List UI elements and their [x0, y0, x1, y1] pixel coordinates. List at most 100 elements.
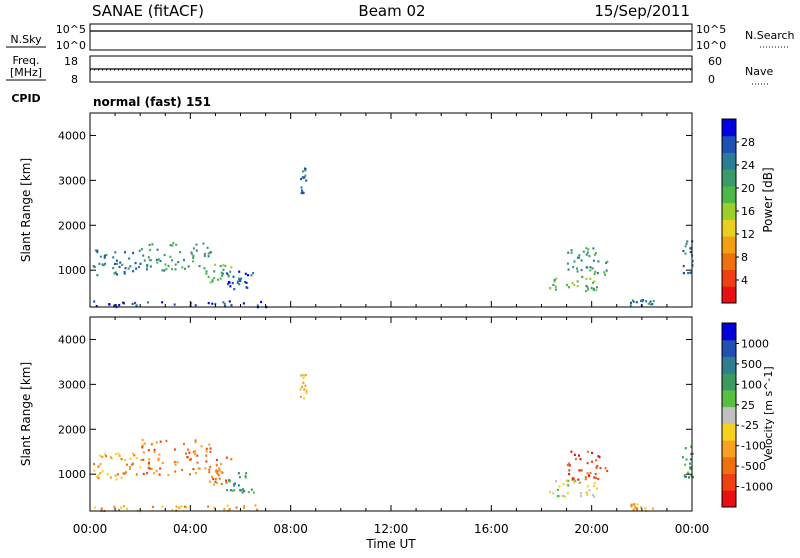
- y-tick-label: 2000: [58, 423, 86, 436]
- echo-cell: [555, 480, 557, 483]
- echo-cell: [215, 458, 218, 462]
- echo-cell: [238, 476, 241, 479]
- echo-cell: [124, 267, 127, 270]
- echo-cell: [102, 264, 105, 267]
- time-tick-label: 16:00: [474, 522, 509, 536]
- colorbar-swatch: [722, 152, 736, 170]
- echo-cell: [237, 484, 240, 487]
- echo-cell: [215, 481, 218, 484]
- echo-cell: [586, 286, 589, 289]
- echo-cell: [188, 451, 191, 454]
- echo-cell: [570, 249, 573, 252]
- echo-cell: [97, 474, 100, 477]
- echo-cell: [118, 509, 121, 512]
- echo-cell: [689, 467, 692, 470]
- echo-cell: [185, 452, 187, 455]
- echo-cell: [684, 447, 687, 450]
- echo-cell: [230, 458, 233, 461]
- echo-cell: [131, 302, 134, 305]
- echo-cell: [189, 459, 192, 462]
- echo-cell: [591, 451, 593, 454]
- power-panel: 1000 2000 3000 4000 Slant Range [km]: [19, 112, 694, 309]
- power-colorbar: 4 8 12 16 20 24 28: [721, 118, 755, 304]
- echo-cell: [684, 475, 687, 478]
- echo-cell: [93, 469, 96, 472]
- echo-cell: [226, 489, 229, 492]
- echo-cell: [565, 479, 568, 482]
- echo-cell: [689, 466, 692, 469]
- echo-cell: [112, 256, 115, 259]
- echo-cell: [219, 277, 222, 280]
- echo-cell: [153, 450, 156, 454]
- echo-cell: [96, 475, 99, 478]
- echo-cell: [652, 507, 655, 510]
- echo-cell: [132, 462, 134, 465]
- y-tick-label: 4000: [58, 333, 86, 346]
- echo-cell: [606, 260, 609, 263]
- colorbar-swatch: [722, 169, 736, 187]
- colorbar-tick-label: 25: [741, 399, 755, 412]
- echo-cell: [92, 265, 95, 268]
- echo-cell: [183, 259, 185, 262]
- echo-cell: [584, 478, 587, 481]
- echo-cell: [567, 462, 570, 465]
- echo-cell: [304, 174, 307, 177]
- echo-cell: [93, 463, 96, 466]
- colorbar-swatch: [722, 202, 736, 220]
- echo-cell: [301, 189, 303, 192]
- echo-cell: [185, 506, 188, 509]
- echo-cell: [566, 491, 569, 495]
- echo-cell: [214, 470, 217, 473]
- echo-cell: [218, 468, 221, 471]
- echo-cell: [574, 479, 577, 482]
- echo-cell: [171, 244, 174, 247]
- echo-cell: [156, 261, 159, 264]
- echo-cell: [93, 506, 96, 509]
- echo-cell: [640, 506, 643, 509]
- echo-cell: [161, 505, 164, 508]
- echo-cell: [115, 259, 118, 262]
- echo-cell: [604, 467, 607, 470]
- colorbar-tick-label: 16: [741, 205, 755, 218]
- velocity-y-label: Slant Range [km]: [19, 362, 33, 466]
- colorbar-swatch: [722, 423, 736, 441]
- echo-cell: [689, 462, 691, 465]
- echo-cell: [589, 471, 592, 474]
- echo-cell: [157, 459, 160, 462]
- echo-cell: [120, 506, 123, 509]
- echo-cell: [116, 273, 119, 276]
- echo-cell: [634, 506, 637, 509]
- echo-cell: [585, 284, 588, 288]
- echo-cell: [149, 265, 152, 268]
- echo-cell: [234, 482, 236, 485]
- echo-cell: [606, 469, 609, 473]
- echo-cell: [576, 256, 579, 259]
- echo-cell: [220, 271, 223, 274]
- echo-cell: [572, 477, 575, 480]
- echo-cell: [554, 285, 557, 288]
- nave-tick-top: 60: [708, 55, 722, 68]
- echo-cell: [190, 302, 193, 305]
- echo-cell: [576, 267, 578, 270]
- echo-cell: [203, 252, 206, 255]
- echo-cell: [578, 256, 581, 259]
- echo-cell: [133, 454, 136, 457]
- colorbar-tick-label: 100: [741, 378, 762, 391]
- echo-cell: [196, 461, 199, 464]
- echo-cell: [208, 471, 211, 474]
- echo-cell: [135, 473, 138, 476]
- nave-tick-bottom: 0: [708, 73, 715, 86]
- echo-cell: [690, 453, 693, 456]
- echo-cell: [561, 494, 564, 498]
- echo-cell: [118, 454, 121, 457]
- echo-cell: [305, 391, 308, 395]
- power-echo-cells: [92, 167, 694, 309]
- colorbar-tick-label: 8: [741, 251, 748, 264]
- echo-cell: [233, 288, 236, 291]
- colorbar-tick-label: 28: [741, 136, 755, 149]
- echo-cell: [119, 261, 122, 264]
- echo-cell: [128, 467, 131, 470]
- echo-cell: [239, 279, 242, 282]
- echo-cell: [113, 272, 116, 275]
- echo-cell: [114, 474, 117, 477]
